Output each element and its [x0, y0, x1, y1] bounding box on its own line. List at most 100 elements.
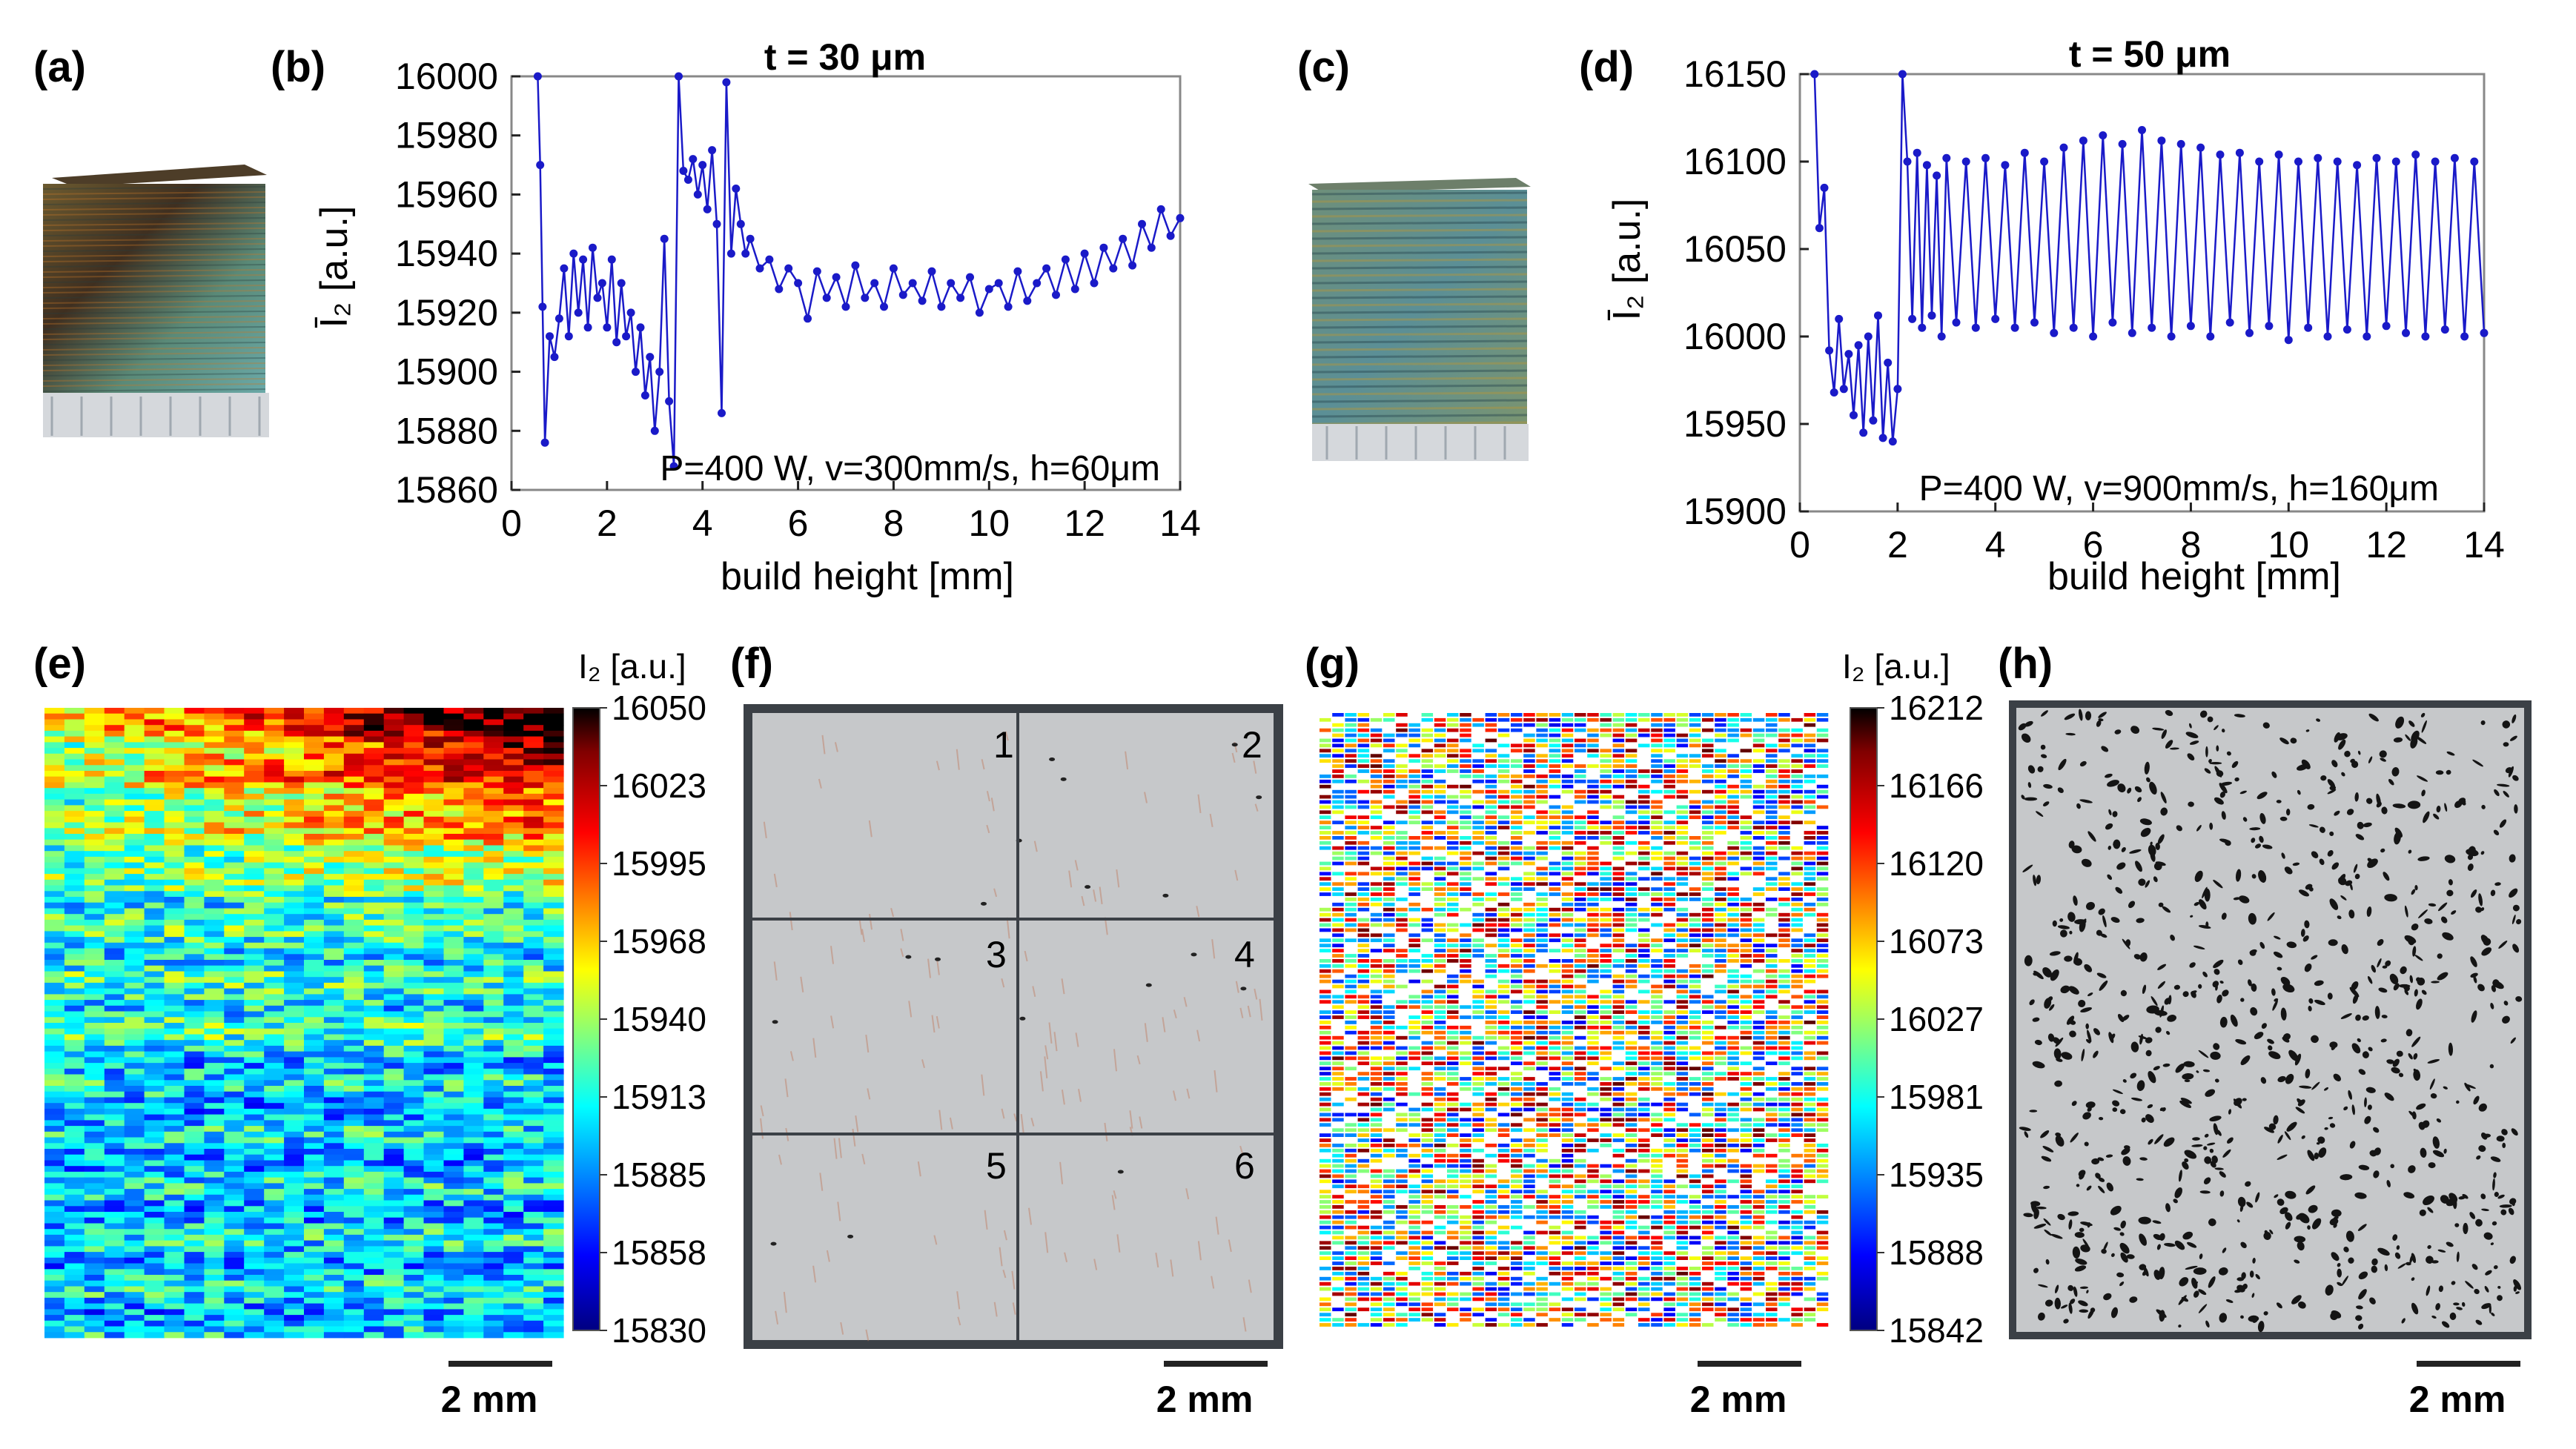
chart-b-point	[775, 285, 784, 294]
chart-b-annotation: P=400 W, v=300mm/s, h=60μm	[660, 449, 1160, 488]
section-label-4: 4	[1234, 934, 1255, 975]
chart-d-xlabel: build height [mm]	[2047, 555, 2341, 598]
chart-d-point	[1898, 70, 1907, 79]
chart-b-point	[626, 308, 635, 317]
panel-label-e: (e)	[33, 640, 86, 688]
chart-b-point	[546, 332, 554, 341]
panel-label-c: (c)	[1297, 43, 1350, 91]
panel-label-f: (f)	[730, 640, 773, 688]
colorbar-e-tick-label: 15913	[612, 1078, 706, 1116]
chart-b-point	[755, 264, 764, 273]
chart-d-point	[1991, 314, 2000, 323]
chart-d: 0 2 4 6 8 10 12 14 15900 15950 16000 16050 16100 1615…	[1606, 33, 2505, 598]
colorbar-g-tick-label: 15888	[1889, 1233, 1984, 1272]
chart-d-point	[2470, 157, 2479, 166]
chart-b-point	[550, 353, 559, 362]
chart-d-point	[1839, 385, 1848, 394]
panel-label-a: (a)	[33, 43, 86, 91]
chart-d-xtick-label: 4	[1985, 524, 2006, 566]
chart-d-ytick-label: 15900	[1683, 491, 1787, 532]
chart-b-point	[994, 279, 1003, 288]
chart-d-point	[2216, 150, 2225, 159]
chart-d-point	[1864, 332, 1873, 341]
chart-b-point	[660, 234, 669, 243]
section-label-2: 2	[1242, 724, 1262, 766]
panel-label-b: (b)	[271, 43, 325, 91]
chart-b-point	[832, 273, 841, 282]
chart-b-point	[589, 243, 597, 252]
chart-b-point	[851, 261, 860, 270]
chart-b-ytick-label: 15880	[395, 410, 498, 451]
chart-d-point	[1961, 157, 1970, 166]
chart-b-point	[689, 155, 698, 164]
chart-b: 0 2 4 6 8 10 12 14 15860 15880 15900 15920 15940 1596…	[313, 36, 1201, 598]
chart-b-point	[564, 332, 573, 341]
chart-b-point	[679, 167, 688, 175]
chart-b-ytick-label: 15920	[395, 292, 498, 334]
chart-b-point	[617, 279, 626, 288]
chart-b-xtick-label: 8	[884, 503, 904, 544]
chart-b-title: t = 30 μm	[764, 36, 926, 78]
chart-b-point	[554, 314, 563, 323]
scalebar-e: 2 mm	[441, 1361, 552, 1420]
chart-b-xtick-label: 6	[788, 503, 809, 544]
chart-d-point	[2265, 322, 2274, 331]
chart-d-point	[1869, 416, 1878, 425]
chart-d-ytick-label: 16050	[1683, 228, 1787, 270]
chart-d-point	[1893, 385, 1902, 394]
chart-b-point	[712, 219, 721, 228]
chart-d-point	[1888, 437, 1897, 446]
chart-d-point	[1859, 428, 1868, 437]
colorbar-g-title: I₂ [a.u.]	[1842, 647, 1950, 686]
chart-d-point	[2431, 157, 2440, 166]
chart-d-point	[2304, 323, 2313, 332]
chart-b-point	[1099, 243, 1108, 252]
chart-b-xtick-label: 2	[597, 503, 617, 544]
chart-b-point	[574, 308, 583, 317]
chart-d-xtick-label: 12	[2365, 524, 2407, 566]
chart-b-point	[812, 267, 821, 276]
colorbar-e-gradient	[572, 707, 600, 1331]
chart-d-ylabel: Ī₂ [a.u.]	[1606, 199, 1649, 321]
chart-d-point	[2255, 157, 2264, 166]
chart-d-point	[1835, 314, 1844, 323]
colorbar-e-tick-label: 16023	[612, 766, 706, 805]
colorbar-e-tick-label: 15858	[612, 1233, 706, 1272]
panel-label-d: (d)	[1579, 43, 1634, 91]
chart-d-point	[2099, 131, 2108, 140]
chart-b-point	[870, 279, 879, 288]
colorbar-g-tick-label: 15842	[1889, 1311, 1984, 1350]
chart-b-point	[675, 72, 683, 81]
chart-b-point	[804, 314, 812, 323]
chart-b-point	[693, 190, 702, 199]
chart-b-point	[722, 78, 731, 87]
chart-d-point	[1815, 224, 1824, 233]
chart-d-point	[2138, 126, 2146, 134]
chart-d-point	[2411, 150, 2420, 159]
chart-d-point	[2314, 153, 2322, 162]
chart-b-point	[741, 249, 750, 258]
chart-b-point	[841, 302, 850, 311]
chart-b-ytick-label: 16000	[395, 56, 498, 97]
chart-b-ylabel: Ī₂ [a.u.]	[313, 206, 356, 328]
chart-d-point	[1854, 341, 1863, 350]
scalebar-f-label: 2 mm	[1156, 1379, 1254, 1420]
chart-d-xtick-label: 10	[2268, 524, 2309, 566]
colorbar-g-tick-label: 15935	[1889, 1155, 1984, 1194]
chart-d-point	[1918, 323, 1927, 332]
chart-d-point	[2118, 139, 2127, 148]
colorbar-e-tick-label: 15940	[612, 1000, 706, 1038]
chart-d-point	[2382, 322, 2391, 331]
chart-b-point	[646, 353, 655, 362]
chart-b-point	[1052, 291, 1060, 299]
chart-b-point	[583, 323, 592, 332]
chart-b-point	[1138, 219, 1146, 228]
scalebar-h-label: 2 mm	[2409, 1379, 2506, 1420]
chart-b-point	[732, 185, 741, 193]
chart-b-point	[569, 249, 578, 258]
chart-d-point	[2323, 332, 2332, 341]
chart-b-point	[861, 294, 870, 302]
chart-b-point	[1080, 249, 1089, 258]
chart-d-point	[2363, 332, 2371, 341]
